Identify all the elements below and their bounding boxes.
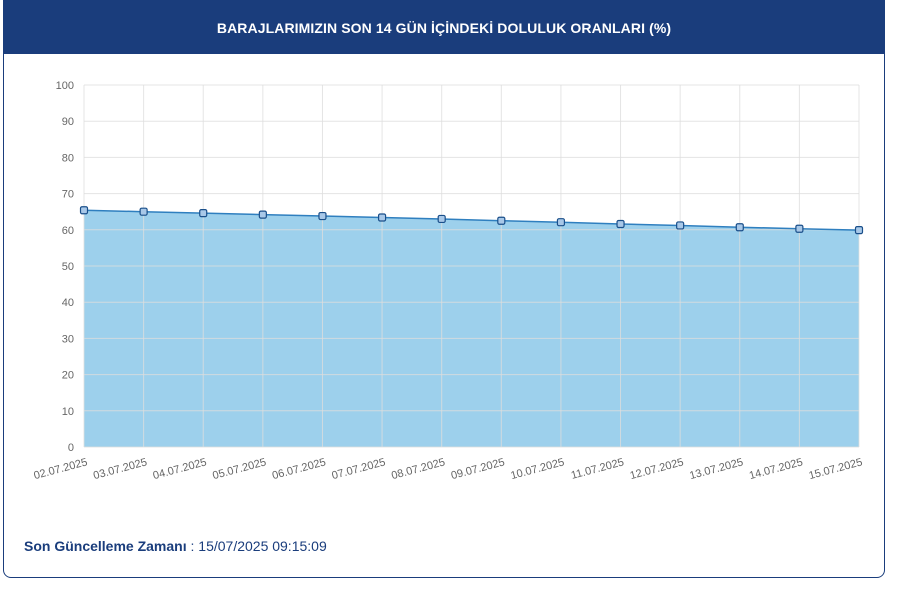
x-tick-label: 14.07.2025 [748, 456, 804, 482]
data-point [377, 213, 387, 222]
data-point [556, 218, 566, 227]
data-point [497, 216, 506, 225]
chart-title: BARAJLARIMIZIN SON 14 GÜN İÇİNDEKİ DOLUL… [216, 19, 672, 36]
area-fill [84, 210, 859, 447]
x-tick-label: 09.07.2025 [450, 456, 506, 482]
last-update-label: Son Güncelleme Zamanı [24, 538, 187, 554]
x-tick-label: 11.07.2025 [570, 456, 626, 482]
data-point [676, 221, 685, 230]
data-point [139, 207, 148, 216]
y-tick-label: 70 [62, 189, 74, 201]
x-tick-label: 13.07.2025 [688, 456, 744, 482]
x-tick-label: 05.07.2025 [211, 456, 267, 482]
y-tick-label: 60 [62, 225, 74, 237]
y-tick-label: 90 [62, 116, 74, 128]
x-tick-label: 12.07.2025 [629, 456, 685, 482]
x-tick-label: 07.07.2025 [331, 456, 387, 482]
data-point [199, 209, 208, 218]
y-tick-label: 80 [62, 152, 74, 164]
x-tick-label: 10.07.2025 [509, 456, 565, 482]
y-tick-label: 0 [68, 442, 74, 454]
x-tick-label: 02.07.2025 [32, 456, 88, 482]
data-point [79, 206, 89, 215]
x-tick-label: 15.07.2025 [807, 456, 863, 482]
data-point [437, 214, 446, 224]
last-update-separator: : [186, 538, 199, 554]
last-update: Son Güncelleme Zamanı : 15/07/2025 09:15… [24, 538, 327, 554]
chart-card: BARAJLARIMIZIN SON 14 GÜN İÇİNDEKİ DOLUL… [3, 0, 885, 578]
y-tick-label: 10 [62, 406, 74, 418]
last-update-value: 15/07/2025 09:15:09 [198, 538, 327, 554]
data-point [735, 223, 744, 232]
data-point [795, 224, 804, 233]
series-line [83, 209, 860, 231]
y-tick-label: 100 [56, 80, 74, 92]
data-point [854, 226, 864, 235]
fill-rate-chart: 0 10 20 30 40 50 60 70 80 90 100 02.07.2025 03.07.20… [32, 80, 864, 482]
x-tick-label: 03.07.2025 [92, 456, 148, 482]
chart-header: BARAJLARIMIZIN SON 14 GÜN İÇİNDEKİ DOLUL… [4, 1, 884, 54]
x-tick-label: 08.07.2025 [390, 456, 446, 482]
x-tick-label: 04.07.2025 [152, 456, 208, 482]
data-point [616, 219, 625, 229]
x-tick-label: 06.07.2025 [271, 456, 327, 482]
y-tick-label: 40 [62, 297, 74, 309]
y-tick-label: 20 [62, 370, 74, 382]
y-tick-label: 50 [62, 261, 74, 273]
data-point [258, 210, 267, 219]
y-tick-label: 30 [62, 333, 74, 345]
data-point [318, 211, 327, 221]
